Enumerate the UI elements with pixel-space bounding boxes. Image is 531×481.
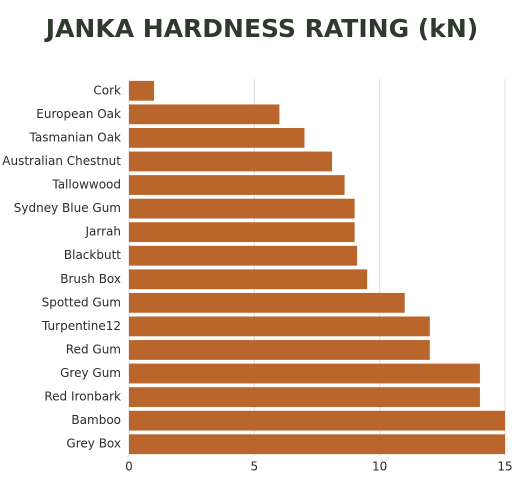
y-tick-label: Grey Gum [60, 366, 121, 380]
chart-title: JANKA HARDNESS RATING (kN) [44, 14, 478, 43]
y-tick-label: Blackbutt [64, 248, 121, 262]
bar [129, 128, 305, 148]
y-tick-label: European Oak [36, 107, 121, 121]
bar [129, 434, 505, 455]
bar [129, 292, 405, 313]
x-tick-label: 0 [125, 460, 133, 474]
y-tick-label: Spotted Gum [42, 295, 121, 309]
bar [129, 198, 355, 219]
bar [129, 175, 345, 195]
y-tick-label: Turpentine12 [41, 319, 121, 333]
bar [129, 80, 155, 101]
x-tick-label: 15 [497, 460, 512, 474]
x-tick-label: 5 [251, 460, 259, 474]
bar [129, 410, 505, 431]
y-tick-label: Brush Box [60, 272, 121, 286]
y-tick-label: Tasmanian Oak [29, 130, 122, 144]
y-tick-label: Australian Chestnut [2, 154, 121, 168]
y-tick-label: Jarrah [84, 225, 121, 239]
x-tick-label: 10 [372, 460, 387, 474]
y-tick-label: Cork [93, 83, 121, 97]
bar [129, 363, 480, 384]
bar [129, 340, 430, 360]
y-tick-label: Red Gum [66, 342, 121, 356]
y-tick-label: Grey Box [66, 437, 121, 451]
y-tick-label: Sydney Blue Gum [14, 201, 121, 215]
bar [129, 269, 368, 290]
bar [129, 316, 430, 337]
bar [129, 222, 355, 243]
y-tick-label: Tallowwood [51, 178, 121, 192]
bar [129, 151, 333, 172]
bar [129, 104, 280, 125]
y-tick-label: Bamboo [71, 413, 121, 427]
y-tick-label: Red Ironbark [44, 390, 121, 404]
bar [129, 387, 480, 407]
bar [129, 245, 358, 266]
